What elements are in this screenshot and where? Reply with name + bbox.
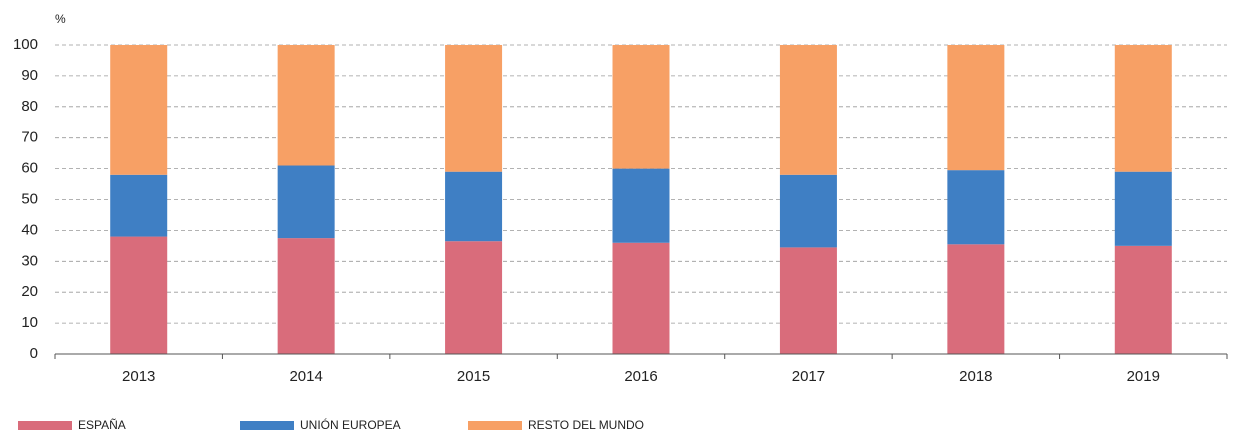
y-tick-label: 20	[21, 283, 38, 300]
x-tick-label: 2013	[122, 368, 155, 385]
bar-segment	[1114, 171, 1172, 246]
bar-segment	[445, 241, 503, 354]
legend-label: ESPAÑA	[78, 418, 126, 432]
bar-segment	[779, 247, 837, 354]
y-tick-label: 90	[21, 67, 38, 84]
x-tick-label: 2018	[959, 368, 992, 385]
y-tick-label: 60	[21, 160, 38, 177]
y-tick-label: 10	[21, 314, 38, 331]
y-tick-label: 100	[13, 36, 38, 53]
legend-label: UNIÓN EUROPEA	[300, 417, 401, 432]
y-tick-label: 40	[21, 221, 38, 238]
bar-segment	[947, 45, 1005, 171]
bar-segment	[277, 165, 335, 239]
bar-segment	[110, 45, 168, 175]
y-tick-label: 50	[21, 190, 38, 207]
y-tick-label: 30	[21, 252, 38, 269]
bar-segment	[277, 45, 335, 166]
x-tick-label: 2019	[1127, 368, 1160, 385]
y-axis-label: %	[55, 12, 66, 26]
bar-segment	[779, 174, 837, 248]
legend-swatch	[240, 421, 294, 430]
y-tick-label: 0	[30, 345, 38, 362]
bar-segment	[1114, 45, 1172, 172]
x-tick-label: 2016	[624, 368, 657, 385]
legend-label: RESTO DEL MUNDO	[528, 418, 644, 432]
bar-segment	[947, 244, 1005, 354]
bar-segment	[1114, 245, 1172, 354]
bar-segment	[612, 168, 670, 243]
bar-segment	[110, 174, 168, 237]
bar-segment	[612, 45, 670, 169]
y-tick-label: 70	[21, 129, 38, 146]
bar-segment	[110, 236, 168, 354]
bar-segment	[445, 45, 503, 172]
y-tick-label: 80	[21, 98, 38, 115]
bar-segment	[445, 171, 503, 242]
x-tick-label: 2014	[289, 368, 322, 385]
bar-segment	[779, 45, 837, 175]
x-tick-label: 2017	[792, 368, 825, 385]
legend-swatch	[18, 421, 72, 430]
bar-segment	[612, 242, 670, 354]
bar-segment	[277, 238, 335, 354]
x-tick-label: 2015	[457, 368, 490, 385]
bar-segment	[947, 170, 1005, 245]
legend-swatch	[468, 421, 522, 430]
